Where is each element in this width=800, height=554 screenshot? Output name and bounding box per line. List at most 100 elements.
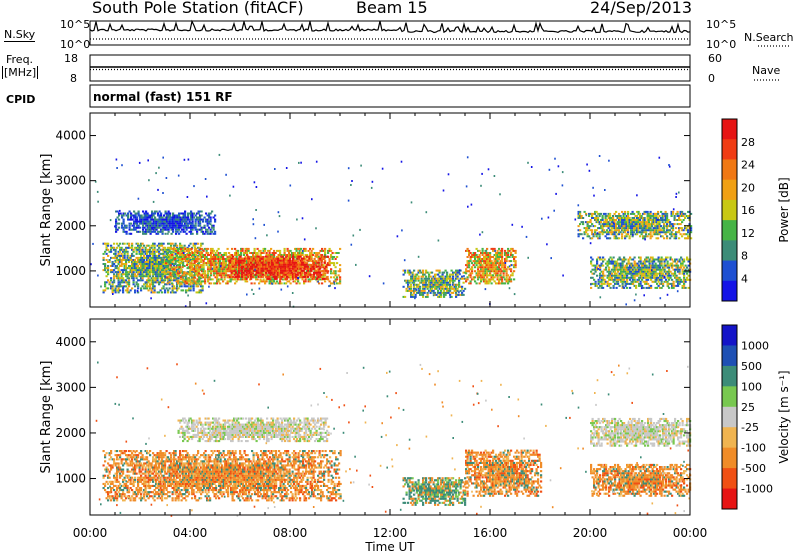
power-cell	[170, 216, 173, 219]
power-cell	[618, 268, 621, 271]
power-cell	[511, 254, 514, 256]
power-cell	[624, 274, 627, 277]
power-cell	[148, 216, 151, 219]
power-cell	[198, 272, 201, 275]
power-cell	[228, 270, 231, 273]
power-cell	[324, 272, 327, 275]
power-cell	[507, 256, 510, 258]
power-cell	[195, 268, 198, 271]
power-cell	[414, 277, 417, 280]
power-cell	[411, 275, 414, 278]
power-cell	[608, 266, 611, 269]
power-cell	[639, 219, 642, 221]
power-cell	[147, 277, 150, 280]
power-cell	[164, 228, 167, 231]
power-cell	[286, 247, 289, 250]
power-cell	[481, 258, 484, 260]
power-cell	[175, 216, 178, 219]
power-cell	[111, 256, 114, 259]
power-cell	[277, 259, 280, 262]
power-cell	[170, 252, 173, 255]
power-cell	[267, 249, 270, 252]
power-cell	[592, 233, 595, 236]
power-cell	[595, 221, 598, 224]
power-cell	[174, 247, 177, 250]
power-cell	[234, 254, 237, 256]
power-cell	[452, 271, 455, 274]
power-cell	[295, 254, 298, 256]
power-cell	[155, 232, 158, 235]
power-cell	[202, 272, 205, 275]
power-cell	[298, 267, 301, 270]
power-cell	[225, 282, 228, 285]
power-cell	[264, 247, 267, 250]
power-cell	[115, 224, 118, 227]
power-cell	[110, 269, 113, 272]
power-cell	[189, 274, 192, 277]
power-cell	[162, 275, 165, 278]
power-cell	[253, 265, 256, 268]
power-cell	[501, 247, 504, 250]
power-cell	[484, 262, 487, 265]
power-cell	[132, 248, 135, 251]
power-cell	[263, 265, 266, 268]
power-cell	[284, 273, 287, 276]
power-cell	[648, 223, 651, 226]
power-cell	[235, 256, 238, 258]
power-cell	[150, 281, 153, 284]
power-cell	[635, 270, 638, 273]
power-cell	[185, 216, 188, 219]
power-cell	[486, 282, 489, 285]
power-cell	[484, 274, 487, 277]
power-cell	[331, 252, 334, 254]
power-cell	[672, 210, 675, 213]
power-cell	[185, 220, 188, 223]
power-cell	[673, 233, 676, 236]
power-cell	[649, 235, 652, 238]
power-cell	[206, 214, 209, 217]
power-cell	[124, 230, 127, 233]
power-cell	[477, 256, 480, 258]
power-cell	[131, 263, 134, 265]
power-cell	[618, 276, 621, 279]
power-cell	[152, 265, 155, 267]
power-cell	[138, 246, 141, 249]
freq-unit-label: [MHz]	[2, 66, 39, 79]
power-cell	[200, 226, 203, 229]
power-cell	[210, 282, 213, 285]
power-cell	[179, 246, 182, 249]
power-cell	[196, 260, 199, 263]
power-cell	[483, 260, 486, 263]
power-cell	[248, 267, 251, 270]
power-cell	[633, 217, 636, 219]
power-cell	[118, 222, 121, 225]
power-cell	[600, 225, 603, 228]
power-cell	[199, 214, 202, 217]
power-cell	[629, 278, 632, 281]
power-cell	[612, 280, 615, 283]
power-cell	[129, 259, 132, 261]
power-cell	[120, 252, 123, 255]
power-cell	[117, 291, 120, 294]
power-cell	[117, 250, 120, 253]
power-cell	[147, 285, 150, 288]
power-cell	[312, 254, 315, 256]
power-cell	[158, 250, 161, 253]
power-cell	[330, 262, 333, 265]
power-cell	[489, 280, 492, 283]
power-cell	[283, 275, 286, 278]
power-cell	[591, 276, 594, 279]
power-cell	[283, 282, 286, 285]
power-cell	[311, 275, 314, 278]
power-cell	[113, 256, 116, 259]
power-cell	[216, 266, 219, 269]
power-cell	[168, 246, 171, 249]
power-cell	[311, 265, 314, 268]
power-cell	[510, 268, 513, 271]
power-cell	[579, 229, 582, 232]
power-cell	[121, 226, 124, 229]
power-cell	[606, 280, 609, 283]
power-cell	[153, 285, 156, 288]
power-cell	[167, 265, 170, 267]
power-cell	[478, 274, 481, 277]
